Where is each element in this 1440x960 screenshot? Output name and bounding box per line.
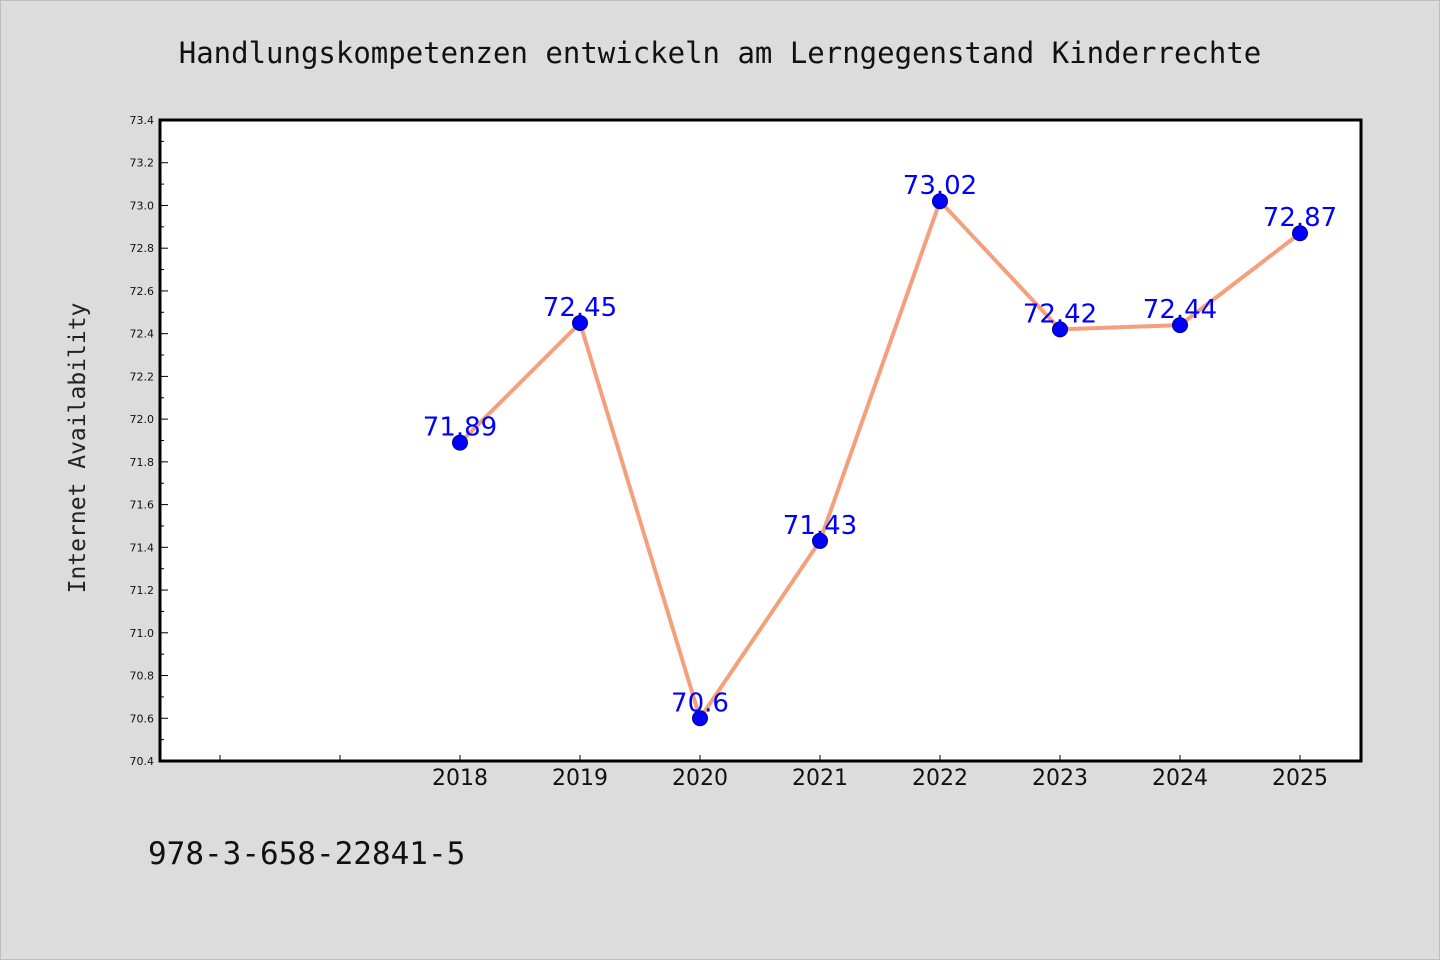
x-tick-label: 2024 <box>1152 766 1208 791</box>
data-label: 71.89 <box>423 413 497 443</box>
data-point <box>1052 321 1068 338</box>
data-point <box>932 193 948 210</box>
data-label: 72.44 <box>1143 295 1217 325</box>
y-axis-label: Internet Availability <box>65 303 91 594</box>
data-point <box>572 314 588 331</box>
chart-title: Handlungskompetenzen entwickeln am Lerng… <box>179 36 1262 70</box>
x-tick-label: 2023 <box>1032 766 1088 791</box>
y-tick-label: 71.6 <box>130 499 155 512</box>
x-tick-label: 2021 <box>792 766 848 791</box>
y-tick-label: 71.2 <box>130 584 155 597</box>
y-tick-label: 72.0 <box>130 413 155 426</box>
data-point <box>1292 225 1308 242</box>
y-tick-label: 71.4 <box>130 541 155 554</box>
data-label: 71.43 <box>783 511 857 541</box>
x-tick-label: 2022 <box>912 766 968 791</box>
x-tick-label: 2018 <box>432 766 488 791</box>
data-label: 72.45 <box>543 293 617 323</box>
x-tick-label: 2019 <box>552 766 608 791</box>
y-tick-label: 71.8 <box>130 456 155 469</box>
x-tick-label: 2025 <box>1272 766 1328 791</box>
data-label: 72.42 <box>1023 299 1097 329</box>
isbn-text: 978-3-658-22841-5 <box>148 836 465 872</box>
y-tick-label: 71.0 <box>130 627 155 640</box>
y-tick-label: 73.4 <box>130 114 155 127</box>
data-label: 72.87 <box>1263 203 1337 233</box>
y-axis: 70.4 70.6 70.8 71.0 71.2 71.4 71.6 71.8 72.0 72.2… <box>130 114 168 768</box>
data-point <box>452 434 468 451</box>
plot-area <box>158 118 1363 763</box>
series-line <box>458 199 1302 721</box>
y-tick-label: 72.8 <box>130 242 155 255</box>
data-label: 73.02 <box>903 171 977 201</box>
data-label: 70.6 <box>671 688 729 718</box>
y-tick-label: 70.4 <box>130 755 155 768</box>
data-point <box>812 532 828 549</box>
data-point <box>692 710 708 727</box>
data-point <box>1172 317 1188 334</box>
y-tick-label: 70.6 <box>130 712 155 725</box>
y-tick-label: 72.4 <box>130 328 155 341</box>
x-axis: 2018 2019 2020 2021 2022 2023 2024 2025 <box>219 755 1328 791</box>
y-tick-label: 72.2 <box>130 370 155 383</box>
series-layer: 71.89 72.45 70.6 71.43 73.02 72.42 72.44 72.87 <box>423 171 1337 727</box>
y-tick-label: 73.0 <box>130 199 155 212</box>
y-tick-label: 70.8 <box>130 670 155 683</box>
y-tick-label: 72.6 <box>130 285 155 298</box>
y-tick-label: 73.2 <box>130 157 155 170</box>
x-tick-label: 2020 <box>672 766 728 791</box>
